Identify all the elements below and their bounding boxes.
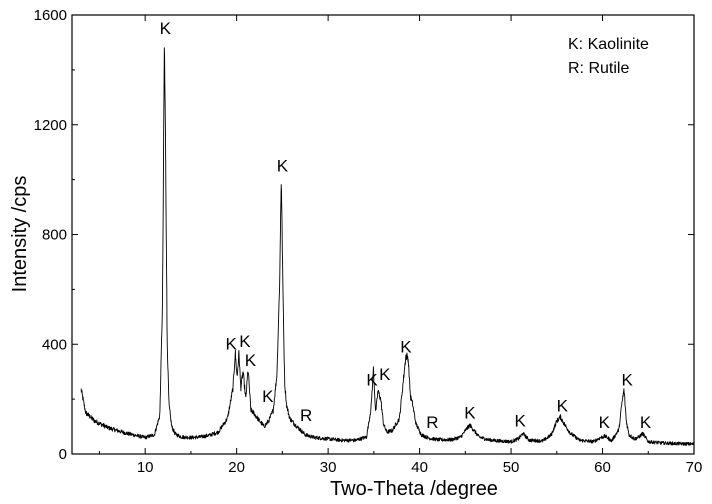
x-tick-label: 70 — [686, 459, 703, 476]
peak-label: R — [426, 413, 438, 432]
peak-label: K — [599, 413, 611, 432]
peak-label: K — [245, 351, 257, 370]
peak-label: R — [300, 406, 312, 425]
axes — [71, 14, 695, 455]
plot-frame — [71, 14, 695, 455]
y-axis-title: Intensity /cps — [9, 176, 31, 293]
y-tick-label: 400 — [42, 336, 67, 353]
y-tick-label: 800 — [42, 227, 67, 244]
y-tick-label: 1600 — [34, 7, 67, 24]
peak-label: K — [515, 412, 527, 431]
legend-entry-rutile: R: Rutile — [568, 60, 629, 77]
plot-area — [80, 47, 695, 446]
x-axis-title: Two-Theta /degree — [330, 478, 498, 500]
peak-label: K — [379, 365, 391, 384]
peak-label: K — [225, 335, 237, 354]
peak-label: K — [640, 413, 652, 432]
peak-label: K — [277, 156, 289, 175]
peak-label: K — [160, 19, 172, 38]
y-tick-label: 0 — [59, 446, 67, 463]
peak-label: K — [366, 370, 378, 389]
xrd-series-line — [80, 47, 695, 446]
x-tick-label: 40 — [411, 459, 428, 476]
peak-label: K — [557, 396, 569, 415]
axis-ticks: 10 20 30 40 50 60 70 0 400 800 1200 1600 — [34, 7, 703, 476]
x-tick-label: 50 — [503, 459, 520, 476]
peak-label: K — [464, 403, 476, 422]
x-tick-label: 10 — [137, 459, 154, 476]
y-tick-label: 1200 — [34, 117, 67, 134]
legend-entry-kaolinite: K: Kaolinite — [568, 36, 649, 53]
peak-label: K — [622, 370, 634, 389]
peak-label: K — [262, 387, 274, 406]
peak-label: K — [400, 337, 412, 356]
x-tick-label: 20 — [228, 459, 245, 476]
x-tick-label: 60 — [594, 459, 611, 476]
x-tick-label: 30 — [320, 459, 337, 476]
peak-label: K — [239, 332, 251, 351]
